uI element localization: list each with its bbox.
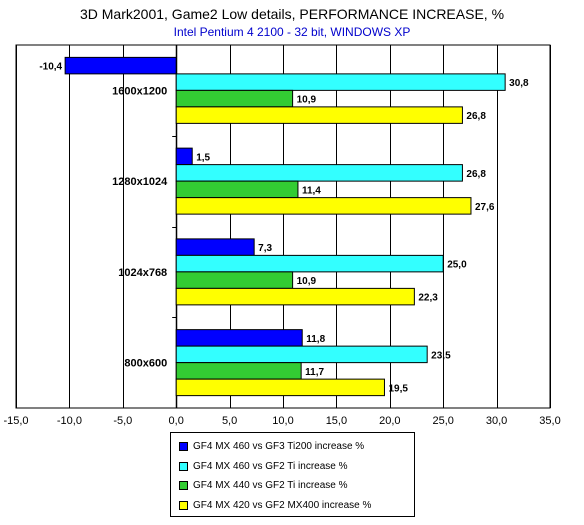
legend-item: GF4 MX 420 vs GF2 MX400 increase % bbox=[179, 496, 414, 516]
bar bbox=[175, 254, 444, 273]
bar bbox=[175, 345, 428, 364]
data-label: 19,5 bbox=[388, 383, 408, 394]
bar bbox=[175, 329, 303, 347]
data-label: 11,4 bbox=[302, 185, 321, 196]
bar bbox=[64, 56, 177, 75]
x-tick-label: -5,0 bbox=[113, 415, 132, 427]
legend-swatch bbox=[179, 500, 188, 510]
data-label: -10,4 bbox=[39, 62, 62, 73]
x-tick-label: 0,0 bbox=[169, 415, 184, 427]
bar bbox=[175, 271, 294, 289]
data-label: 7,3 bbox=[258, 243, 272, 254]
data-label: 1,5 bbox=[196, 152, 210, 163]
legend-swatch bbox=[179, 481, 188, 491]
x-tick-label: 5,0 bbox=[222, 415, 237, 427]
data-label: 10,9 bbox=[297, 276, 317, 287]
category-label: 1600x1200 bbox=[112, 85, 167, 97]
legend-item: GF4 MX 460 vs GF3 Ti200 increase % bbox=[179, 437, 414, 457]
legend-label: GF4 MX 440 vs GF2 Ti increase % bbox=[193, 480, 348, 492]
bar bbox=[175, 147, 193, 166]
x-tick-label: 20,0 bbox=[379, 415, 400, 427]
x-tick-label: -15,0 bbox=[3, 415, 28, 427]
x-tick-label: 10,0 bbox=[272, 415, 293, 427]
x-tick-label: 25,0 bbox=[432, 415, 453, 427]
x-tick-label: -10,0 bbox=[57, 415, 82, 427]
bar-chart: -10,4 30,8 10,9 26,8 1600x1200 1,5 26,8 11,4 27,… bbox=[3, 44, 561, 427]
data-label: 10,9 bbox=[297, 95, 317, 106]
chart-title: 3D Mark2001, Game2 Low details, PERFORMA… bbox=[79, 6, 505, 22]
legend-label: GF4 MX 460 vs GF3 Ti200 increase % bbox=[193, 441, 365, 453]
data-label: 27,6 bbox=[475, 202, 495, 213]
x-tick-label: 15,0 bbox=[326, 415, 347, 427]
bar bbox=[175, 164, 463, 182]
data-label: 25,0 bbox=[447, 260, 467, 271]
x-tick-label: 30,0 bbox=[486, 415, 507, 427]
data-label: 26,8 bbox=[466, 111, 486, 122]
bar bbox=[175, 106, 463, 124]
data-label: 11,8 bbox=[306, 334, 325, 345]
bar bbox=[175, 238, 255, 256]
legend-item: GF4 MX 460 vs GF2 Ti increase % bbox=[179, 457, 414, 477]
data-label: 23,5 bbox=[431, 350, 451, 361]
legend-item: GF4 MX 440 vs GF2 Ti increase % bbox=[179, 476, 414, 496]
category-label: 800x600 bbox=[124, 358, 167, 370]
bar bbox=[175, 378, 385, 397]
data-label: 26,8 bbox=[466, 169, 486, 180]
legend-label: GF4 MX 460 vs GF2 Ti increase % bbox=[193, 460, 348, 472]
bar bbox=[175, 73, 506, 91]
bar bbox=[175, 197, 472, 215]
bar bbox=[175, 287, 415, 306]
category-label: 1280x1024 bbox=[112, 176, 168, 188]
legend-swatch bbox=[179, 442, 188, 452]
legend: GF4 MX 460 vs GF3 Ti200 increase % GF4 MX… bbox=[170, 432, 415, 517]
legend-label: GF4 MX 420 vs GF2 MX400 increase % bbox=[193, 499, 372, 511]
category-label: 1024x768 bbox=[118, 267, 167, 279]
chart-subtitle: Intel Pentium 4 2100 - 32 bit, WINDOWS X… bbox=[173, 25, 411, 39]
bar bbox=[175, 362, 302, 380]
bar bbox=[175, 89, 294, 108]
data-label: 11,7 bbox=[305, 367, 324, 378]
data-label: 22,3 bbox=[418, 293, 438, 304]
x-tick-label: 35,0 bbox=[539, 415, 560, 427]
bar bbox=[175, 180, 299, 199]
data-label: 30,8 bbox=[509, 78, 529, 89]
legend-swatch bbox=[179, 461, 188, 471]
